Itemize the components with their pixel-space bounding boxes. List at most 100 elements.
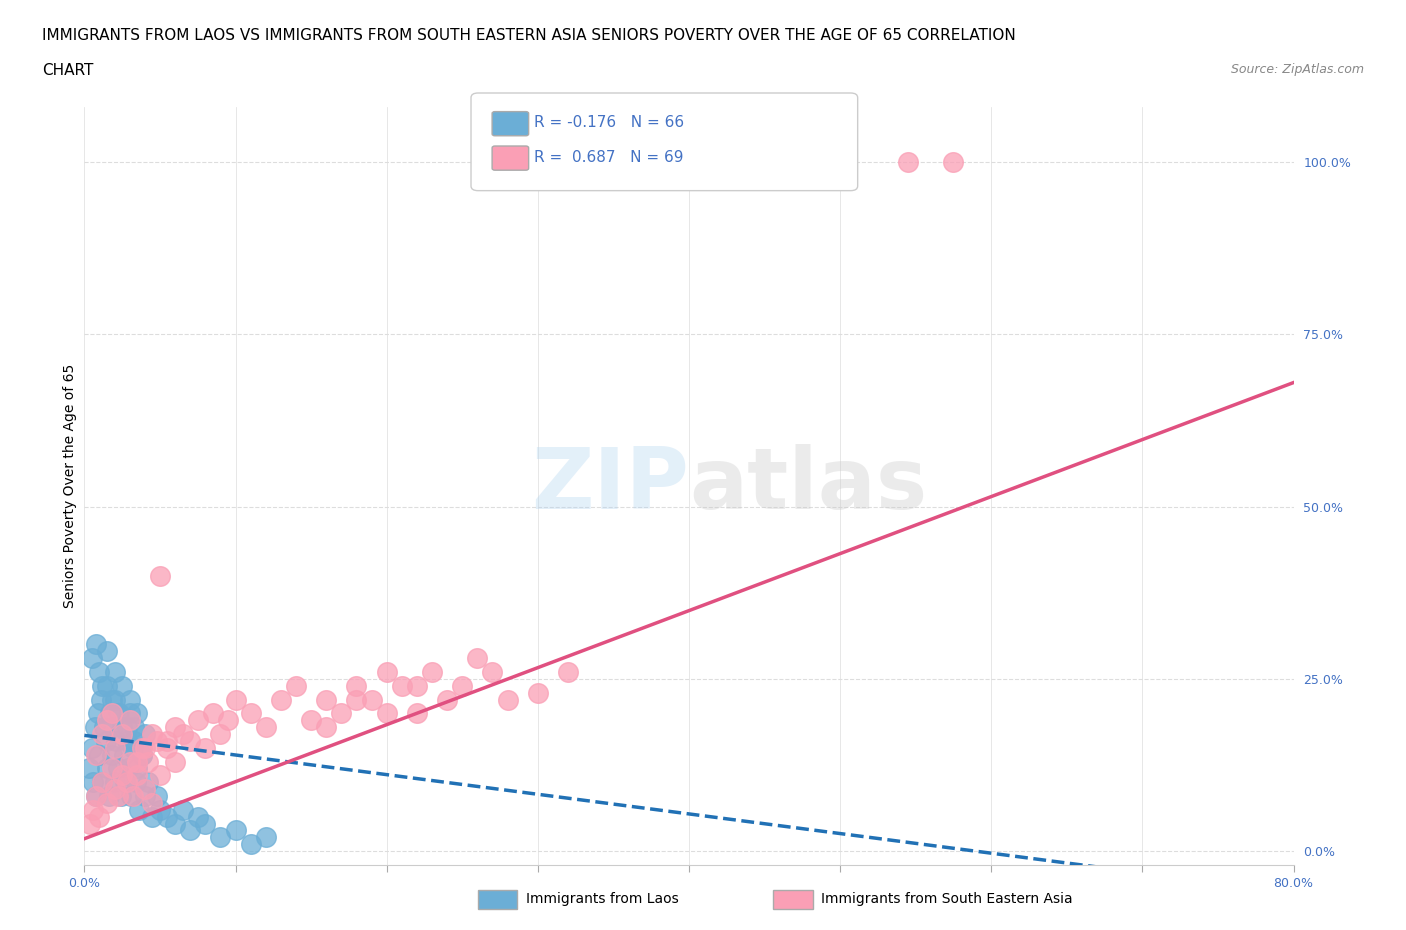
Point (118, 706, 141, 721)
Point (91, 726, 114, 741)
Point (127, 768, 149, 783)
Point (315, 720, 337, 735)
Point (194, 817, 217, 831)
Point (391, 678, 413, 693)
Point (201, 706, 224, 721)
Point (117, 761, 139, 776)
Point (111, 726, 134, 741)
Text: atlas: atlas (689, 445, 927, 527)
Point (187, 809, 209, 824)
Point (104, 781, 127, 796)
Text: Immigrants from South Eastern Asia: Immigrants from South Eastern Asia (821, 892, 1073, 907)
Point (98, 706, 121, 721)
Point (481, 665, 503, 680)
Point (107, 761, 129, 776)
Point (110, 789, 132, 804)
Point (375, 665, 398, 680)
Point (115, 734, 138, 749)
Point (285, 678, 308, 693)
Point (114, 775, 136, 790)
Point (111, 678, 134, 693)
Point (86, 789, 108, 804)
Point (942, 154, 965, 169)
Point (89, 665, 111, 680)
Point (134, 789, 156, 804)
Point (436, 692, 458, 707)
Point (165, 720, 187, 735)
Point (254, 830, 277, 844)
Point (467, 651, 489, 666)
Point (97, 789, 120, 804)
Point (89, 809, 111, 824)
Point (101, 720, 124, 735)
Point (89, 747, 111, 762)
Point (406, 678, 429, 693)
Point (104, 740, 127, 755)
Point (91, 775, 114, 790)
Point (112, 747, 135, 762)
Point (217, 712, 239, 727)
Point (141, 809, 163, 824)
Point (134, 726, 156, 741)
Point (131, 747, 153, 762)
Point (118, 692, 141, 707)
Point (84, 720, 107, 735)
Point (96, 644, 118, 658)
Text: ZIP: ZIP (531, 445, 689, 527)
Point (122, 720, 145, 735)
Point (131, 740, 153, 755)
Point (179, 823, 201, 838)
Point (134, 740, 156, 755)
Point (93, 720, 115, 735)
Point (120, 789, 142, 804)
Point (122, 734, 145, 749)
Point (254, 720, 277, 735)
Point (346, 678, 368, 693)
Point (104, 692, 127, 707)
Point (108, 706, 131, 721)
Point (225, 692, 247, 707)
Point (80, 651, 103, 666)
Point (156, 740, 179, 755)
Point (127, 754, 149, 769)
Point (127, 706, 149, 721)
Point (77, 761, 100, 776)
Point (100, 692, 122, 707)
Point (107, 789, 129, 804)
Point (86, 747, 108, 762)
Point (82, 775, 104, 790)
Text: CHART: CHART (42, 63, 94, 78)
Point (105, 734, 128, 749)
Point (80, 740, 103, 755)
Point (96, 712, 118, 727)
Point (330, 706, 353, 721)
Point (406, 706, 429, 721)
Point (100, 706, 122, 721)
Point (104, 775, 127, 790)
Point (209, 830, 232, 844)
Text: R =  0.687   N = 69: R = 0.687 N = 69 (534, 150, 683, 165)
Point (527, 685, 550, 700)
Point (131, 747, 153, 762)
Point (156, 809, 179, 824)
Y-axis label: Seniors Poverty Over the Age of 65: Seniors Poverty Over the Age of 65 (63, 364, 77, 608)
Point (270, 692, 292, 707)
Point (94, 734, 117, 749)
Point (315, 692, 337, 707)
Point (82, 803, 104, 817)
Point (141, 795, 163, 810)
Point (136, 754, 159, 769)
Point (96, 678, 118, 693)
Point (172, 803, 194, 817)
Point (104, 665, 127, 680)
Point (79, 817, 101, 831)
Point (165, 754, 187, 769)
Point (146, 734, 169, 749)
Point (121, 740, 143, 755)
Point (107, 706, 129, 721)
Point (156, 734, 179, 749)
Point (96, 761, 118, 776)
Point (146, 789, 169, 804)
Point (134, 781, 156, 796)
Point (125, 775, 148, 790)
